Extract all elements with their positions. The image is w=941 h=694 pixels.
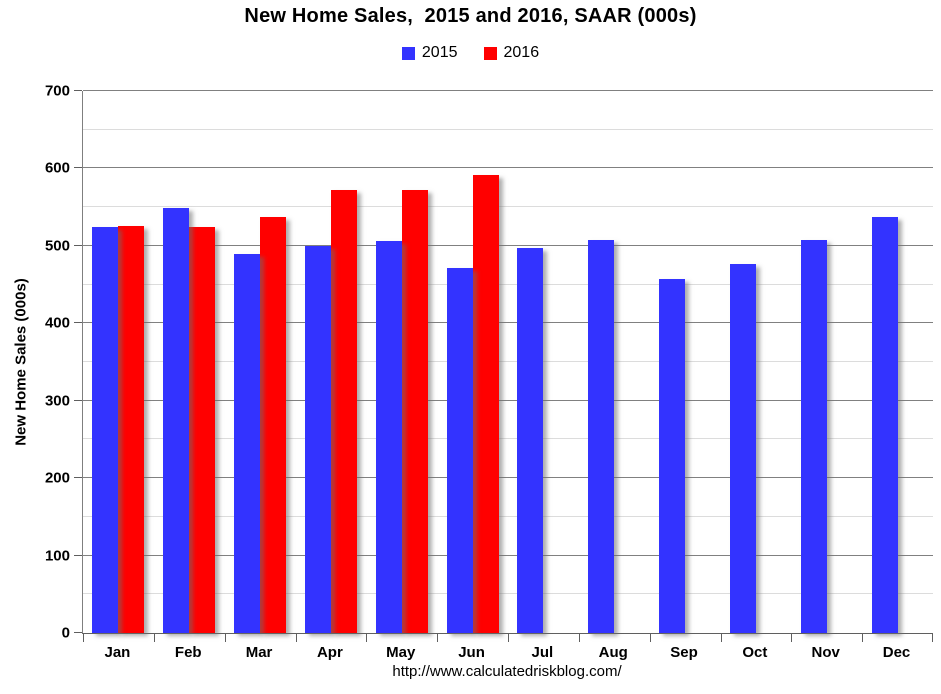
gridline-350: [83, 361, 933, 362]
x-tick-mark-4: [366, 634, 368, 642]
legend-swatch-2016-icon: [483, 46, 497, 60]
legend-item-2016: 2016: [483, 44, 540, 62]
x-tick-mark-11: [862, 634, 864, 642]
gridline-500: [83, 244, 933, 246]
bar-2015-Jan: [92, 227, 119, 633]
x-tick-mark-9: [720, 634, 722, 642]
x-axis-labels: Jan Feb Mar Apr May Jun Jul Aug Sep Oct Nov Dec: [82, 644, 932, 661]
bar-group-Jul: [508, 91, 579, 633]
x-tick-label-Aug: Aug: [598, 644, 628, 661]
bar-2015-Nov: [800, 239, 827, 633]
y-tick-mark-700: [74, 90, 82, 91]
gridline-300: [83, 399, 933, 401]
bar-2015-Mar: [234, 253, 261, 633]
gridline-200: [83, 477, 933, 479]
x-tick-label-May: May: [386, 644, 416, 661]
bar-2016-Apr: [330, 190, 357, 633]
y-tick-label-300: 300: [44, 392, 70, 410]
x-tick-mark-3: [295, 634, 297, 642]
y-tick-mark-100: [74, 554, 82, 556]
bar-group-Jan: [83, 91, 154, 633]
bar-group-Mar: [225, 91, 296, 633]
x-tick-label-Dec: Dec: [882, 644, 911, 661]
y-tick-mark-200: [74, 477, 82, 479]
bar-2015-Apr: [304, 245, 331, 633]
gridline-650: [83, 128, 933, 130]
x-tick-label-Feb: Feb: [174, 644, 202, 661]
bar-group-Dec: [862, 91, 933, 633]
y-tick-mark-300: [74, 399, 82, 401]
bar-group-Feb: [154, 91, 225, 633]
y-tick-mark-400: [74, 322, 82, 324]
x-tick-mark-10: [791, 634, 793, 642]
x-tick-mark-5: [437, 634, 439, 642]
legend-item-2015: 2015: [401, 44, 458, 62]
y-tick-label-600: 600: [44, 159, 70, 177]
bar-group-May: [366, 91, 437, 633]
bar-group-Aug: [579, 91, 650, 633]
y-tick-label-0: 0: [61, 624, 70, 642]
y-tick-label-200: 200: [44, 469, 70, 487]
y-tick-mark-600: [74, 167, 82, 169]
bar-2015-Aug: [588, 240, 615, 633]
x-tick-label-Jan: Jan: [104, 644, 131, 661]
bar-group-Oct: [721, 91, 792, 633]
bar-2016-Jun: [472, 174, 499, 633]
bar-2015-Dec: [871, 217, 898, 633]
x-tick-mark-2: [224, 634, 226, 642]
x-tick-mark-8: [649, 634, 651, 642]
y-axis-labels: 0 100 200 300 400 500 600 700: [0, 84, 70, 641]
gridline-400: [83, 322, 933, 324]
bar-2015-May: [375, 241, 402, 633]
bar-2016-May: [401, 190, 428, 633]
footer-url: http://www.calculatedriskblog.com/: [392, 663, 622, 680]
legend: 2015 2016: [0, 44, 941, 62]
y-tick-mark-0: [74, 632, 82, 633]
bar-2015-Oct: [729, 263, 756, 633]
bar-2016-Feb: [189, 227, 216, 633]
gridline-100: [83, 554, 933, 556]
x-tick-label-Oct: Oct: [742, 644, 768, 661]
bar-group-Sep: [650, 91, 721, 633]
x-tick-mark-6: [508, 634, 509, 642]
bar-2015-Feb: [163, 207, 190, 633]
x-tick-label-Sep: Sep: [670, 644, 698, 661]
bar-group-Nov: [791, 91, 862, 633]
bar-group-Apr: [296, 91, 367, 633]
gridline-600: [83, 167, 933, 169]
plot-area: [74, 90, 933, 642]
gridline-150: [83, 515, 933, 517]
y-tick-label-100: 100: [44, 547, 70, 565]
y-tick-label-400: 400: [44, 314, 70, 332]
x-tick-mark-1: [153, 634, 155, 642]
gridline-450: [83, 283, 933, 285]
bar-2015-Jul: [517, 248, 544, 633]
bar-group-Jun: [437, 91, 508, 633]
bar-2016-Mar: [260, 217, 287, 633]
x-tick-label-Nov: Nov: [811, 644, 840, 661]
x-tick-label-Jul: Jul: [531, 644, 554, 661]
gridline-250: [83, 438, 933, 440]
bar-2015-Jun: [446, 268, 473, 633]
bar-2015-Sep: [659, 279, 686, 633]
legend-swatch-2015-icon: [401, 46, 415, 60]
y-tick-mark-500: [74, 244, 82, 246]
legend-label-2016: 2016: [503, 44, 540, 61]
gridline-50: [83, 593, 933, 595]
bar-2016-Jan: [118, 225, 145, 633]
x-tick-label-Apr: Apr: [316, 644, 343, 661]
gridline-700: [83, 90, 933, 91]
x-tick-mark-7: [578, 634, 580, 642]
y-tick-label-500: 500: [44, 237, 70, 255]
gridline-550: [83, 206, 933, 208]
x-tick-label-Mar: Mar: [245, 644, 273, 661]
x-tick-label-Jun: Jun: [458, 644, 485, 661]
y-tick-label-700: 700: [44, 82, 70, 100]
x-tick-mark-12: [932, 634, 933, 642]
chart-title: New Home Sales, 2015 and 2016, SAAR (000…: [244, 5, 697, 27]
x-tick-mark-0: [83, 634, 84, 642]
legend-label-2015: 2015: [421, 44, 458, 61]
